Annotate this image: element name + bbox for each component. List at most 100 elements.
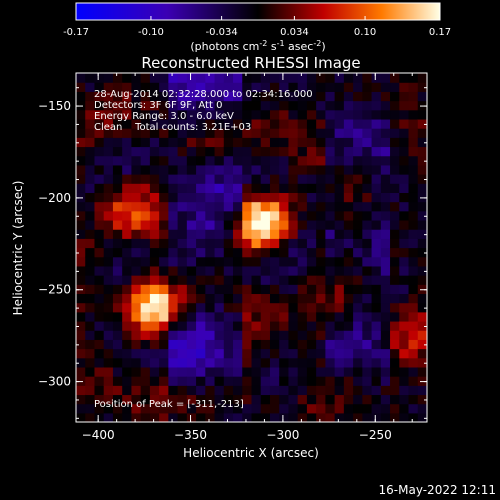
heatmap-cell [168,91,179,102]
heatmap-cell [325,357,336,368]
heatmap-cell [251,128,262,138]
heatmap-cell [334,412,345,422]
heatmap-cell [316,293,326,304]
heatmap-cell [408,137,419,148]
heatmap-cell [343,412,354,422]
heatmap-cell [149,247,160,258]
heatmap-cell [103,275,114,285]
heatmap-cell [168,293,179,304]
heatmap-cell [122,357,133,368]
heatmap-cell [334,339,345,350]
heatmap-cell [269,376,280,386]
heatmap-cell [325,265,336,276]
heatmap-cell [233,357,243,368]
heatmap-cell [417,275,427,285]
heatmap-cell [380,293,391,304]
heatmap-cell [260,238,271,249]
heatmap-cell [279,238,290,249]
heatmap-cell [343,164,354,175]
heatmap-cell [140,302,151,313]
heatmap-cell [390,302,400,313]
heatmap-cell [94,403,105,414]
heatmap-cell [242,302,253,313]
heatmap-cell [371,284,382,295]
heatmap-cell [223,82,234,92]
heatmap-cell [112,265,123,276]
heatmap-cell [279,164,290,175]
heatmap-cell [260,293,271,304]
heatmap-cell [186,265,197,276]
heatmap-cell [131,247,142,258]
heatmap-cell [131,284,142,295]
heatmap-cell [269,73,280,83]
heatmap-cell [362,128,373,138]
heatmap-cell [297,146,308,157]
heatmap-cell [177,339,188,350]
heatmap-cell [390,192,400,203]
heatmap-cell [251,201,262,212]
heatmap-cell [177,219,188,230]
heatmap-cell [334,275,345,285]
heatmap-cell [399,73,410,83]
heatmap-cell [196,73,206,83]
heatmap-cell [353,256,363,267]
x-tick-label: −400 [82,428,115,442]
heatmap-cell [186,385,197,396]
heatmap-cell [103,82,114,92]
heatmap-cell [408,210,419,221]
heatmap-cell [242,311,253,322]
colorbar-tick-label: -0.10 [138,27,164,38]
heatmap-cell [353,376,363,386]
heatmap-cell [353,366,363,377]
heatmap-cell [269,128,280,138]
heatmap-cell [223,339,234,350]
heatmap-cell [371,385,382,396]
heatmap-cell [168,146,179,157]
plot-frame [75,72,428,423]
heatmap-cell [131,403,142,414]
heatmap-cell [85,403,96,414]
heatmap-cell [408,146,419,157]
heatmap-cell [103,339,114,350]
heatmap-cell [149,256,160,267]
heatmap-cell [159,210,169,221]
heatmap-cell [288,118,299,129]
heatmap-cell [408,302,419,313]
heatmap-cell [233,118,243,129]
heatmap-cell [233,412,243,422]
colorbar-units: (photons cm-2 s-1 asec-2) [190,39,325,53]
heatmap-cell [233,238,243,249]
heatmap-cell [362,229,373,239]
heatmap-cell [288,311,299,322]
heatmap-cell [251,219,262,230]
heatmap-cell [362,201,373,212]
heatmap-cell [297,320,308,331]
heatmap-cell [297,201,308,212]
heatmap-cell [242,330,253,340]
heatmap-cell [325,376,336,386]
heatmap-cell [159,100,169,111]
heatmap-cell [233,82,243,92]
heatmap-cell [353,192,363,203]
heatmap-cell [334,265,345,276]
heatmap-cell [76,256,86,267]
heatmap-cell [408,118,419,129]
heatmap-cell [380,339,391,350]
heatmap-cell [186,183,197,193]
heatmap-cell [168,339,179,350]
heatmap-cell [205,155,216,166]
heatmap-cell [380,238,391,249]
heatmap-cell [168,201,179,212]
heatmap-cell [168,109,179,120]
heatmap-cell [353,275,363,285]
heatmap-cell [362,210,373,221]
heatmap-cell [417,412,427,422]
heatmap-cell [85,339,96,350]
heatmap-cell [334,366,345,377]
heatmap-cell [94,284,105,295]
heatmap-cell [288,247,299,258]
heatmap-cell [334,219,345,230]
heatmap-cell [177,256,188,267]
heatmap-cell [168,174,179,184]
heatmap-cell [196,109,206,120]
